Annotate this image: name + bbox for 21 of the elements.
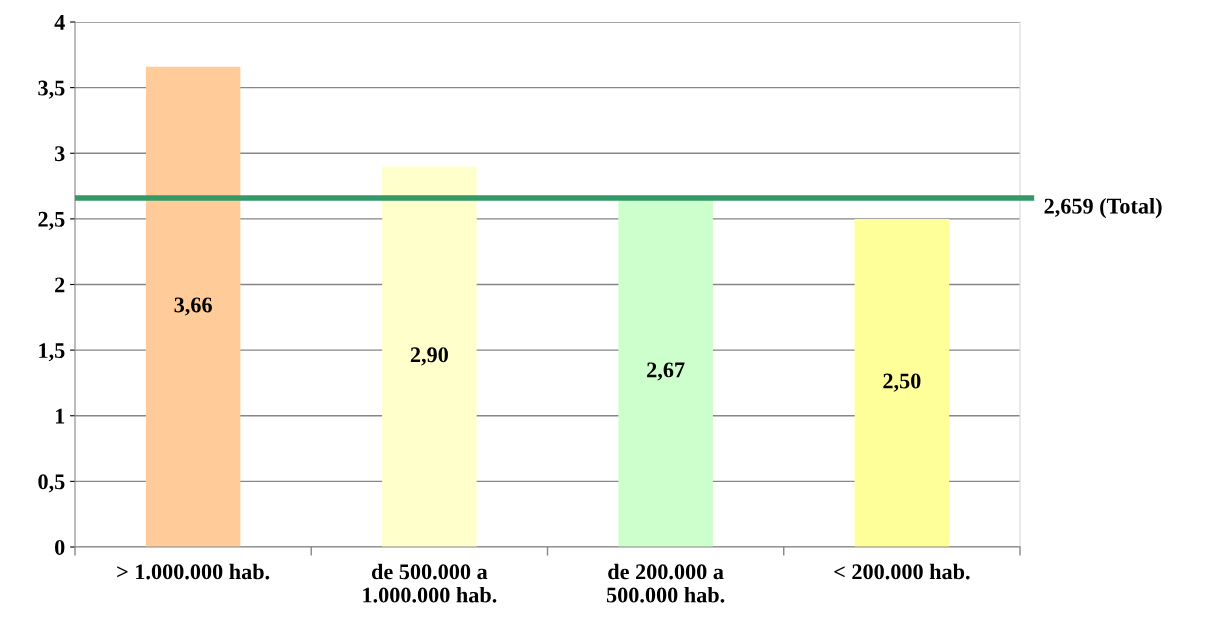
bar — [382, 166, 477, 547]
y-tick-label: 0,5 — [38, 474, 65, 493]
y-tick-label: 3,5 — [38, 80, 65, 99]
y-tick-label: 0 — [55, 539, 65, 555]
bar — [145, 66, 241, 547]
y-tick-label: 4 — [54, 15, 65, 30]
data-label: 3,66 — [174, 297, 212, 316]
y-tick-label: 3 — [55, 146, 65, 162]
y-tick-label: 2 — [55, 277, 65, 293]
ref-line-label: 2,659 (Total) — [1044, 198, 1162, 219]
data-label: 2,67 — [647, 362, 685, 381]
y-tick-label: 1,5 — [39, 343, 65, 362]
data-label: 2,50 — [883, 373, 921, 392]
bar — [854, 218, 950, 547]
y-tick-label: 2,5 — [38, 211, 65, 231]
x-tick-label: > 1.000.000 hab. — [117, 563, 270, 580]
x-tick-label: de 500.000 a 1.000.000 hab. — [363, 563, 497, 603]
data-label: 2,90 — [410, 347, 448, 366]
x-tick-label: de 200.000 a 500.000 hab. — [606, 563, 725, 603]
x-tick-label: < 200.000 hab. — [834, 563, 970, 580]
y-tick-label: 1 — [55, 408, 65, 424]
